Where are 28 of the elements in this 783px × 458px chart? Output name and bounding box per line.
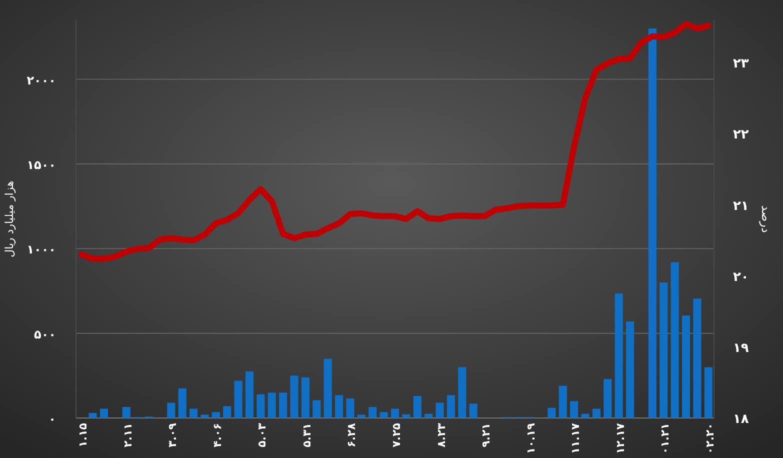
x-tick-label: ۱۰.۱۹	[524, 422, 538, 454]
y-tick-label: ۰	[48, 412, 56, 426]
y-tick-label: ۱۵۰۰	[26, 158, 56, 172]
y2-tick-label: ۱۸	[733, 412, 749, 427]
x-tick-label: ۶.۲۸	[345, 422, 358, 448]
y2-tick-label: ۲۳	[733, 56, 749, 72]
y-axis-title: هزار میلیارد ریال	[3, 180, 16, 258]
x-tick-label: ۳.۰۹	[166, 422, 180, 448]
y-tick-label: ۲۰۰۰	[26, 73, 56, 88]
x-tick-label: ۰۲.۲۰	[703, 423, 716, 454]
x-tick-label: ۷.۲۵	[390, 422, 403, 448]
y-tick-label: ۵۰۰	[34, 327, 56, 342]
y2-tick-label: ۲۱	[733, 198, 749, 214]
x-tick-label: ۴.۰۶	[210, 423, 224, 448]
x-tick-label: ۹.۲۱	[480, 423, 493, 448]
x-tick-label: ۲.۱۱	[121, 423, 134, 448]
y2-tick-label: ۱۹	[733, 340, 749, 356]
x-tick-label: ۵.۰۳	[256, 422, 269, 448]
y2-axis-title: درصد	[759, 205, 773, 233]
x-tick-label: ۸.۲۳	[434, 422, 448, 448]
x-tick-label: ۰۱.۲۱	[658, 423, 672, 454]
y-tick-label: ۱۰۰۰	[26, 242, 56, 257]
x-tick-label: ۱.۱۵	[76, 422, 90, 448]
x-tick-label: ۱۱.۱۷	[569, 422, 582, 454]
x-tick-label: ۱۲.۱۷	[614, 422, 627, 454]
y2-tick-label: ۲۲	[733, 128, 749, 143]
x-tick-label: ۵.۳۱	[300, 423, 314, 448]
y2-tick-label: ۲۰	[733, 270, 749, 285]
